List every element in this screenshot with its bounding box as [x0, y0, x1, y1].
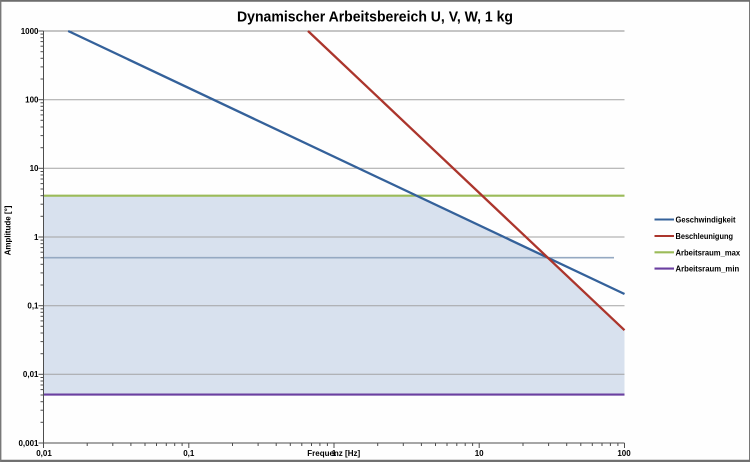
svg-text:0,1: 0,1 [27, 302, 39, 311]
svg-text:Geschwindigkeit: Geschwindigkeit [676, 215, 736, 225]
svg-text:Dynamischer Arbeitsbereich U,: Dynamischer Arbeitsbereich U, V, W, 1 kg [237, 8, 513, 25]
svg-text:1000: 1000 [21, 27, 39, 36]
svg-text:1: 1 [332, 449, 337, 458]
svg-text:0,001: 0,001 [18, 439, 39, 448]
svg-text:10: 10 [30, 164, 39, 173]
svg-text:100: 100 [25, 96, 39, 105]
svg-text:Arbeitsraum_min: Arbeitsraum_min [676, 264, 740, 274]
svg-text:Frequenz [Hz]: Frequenz [Hz] [307, 449, 360, 458]
svg-text:100: 100 [617, 449, 631, 458]
svg-text:10: 10 [475, 449, 484, 458]
svg-text:Amplitude [°]: Amplitude [°] [4, 205, 13, 255]
svg-text:0,1: 0,1 [183, 449, 195, 458]
svg-text:0,01: 0,01 [23, 370, 39, 379]
svg-text:Beschleunigung: Beschleunigung [676, 231, 734, 241]
svg-text:0,01: 0,01 [36, 449, 52, 458]
svg-text:1: 1 [34, 233, 39, 242]
svg-text:Arbeitsraum_max: Arbeitsraum_max [676, 247, 741, 257]
